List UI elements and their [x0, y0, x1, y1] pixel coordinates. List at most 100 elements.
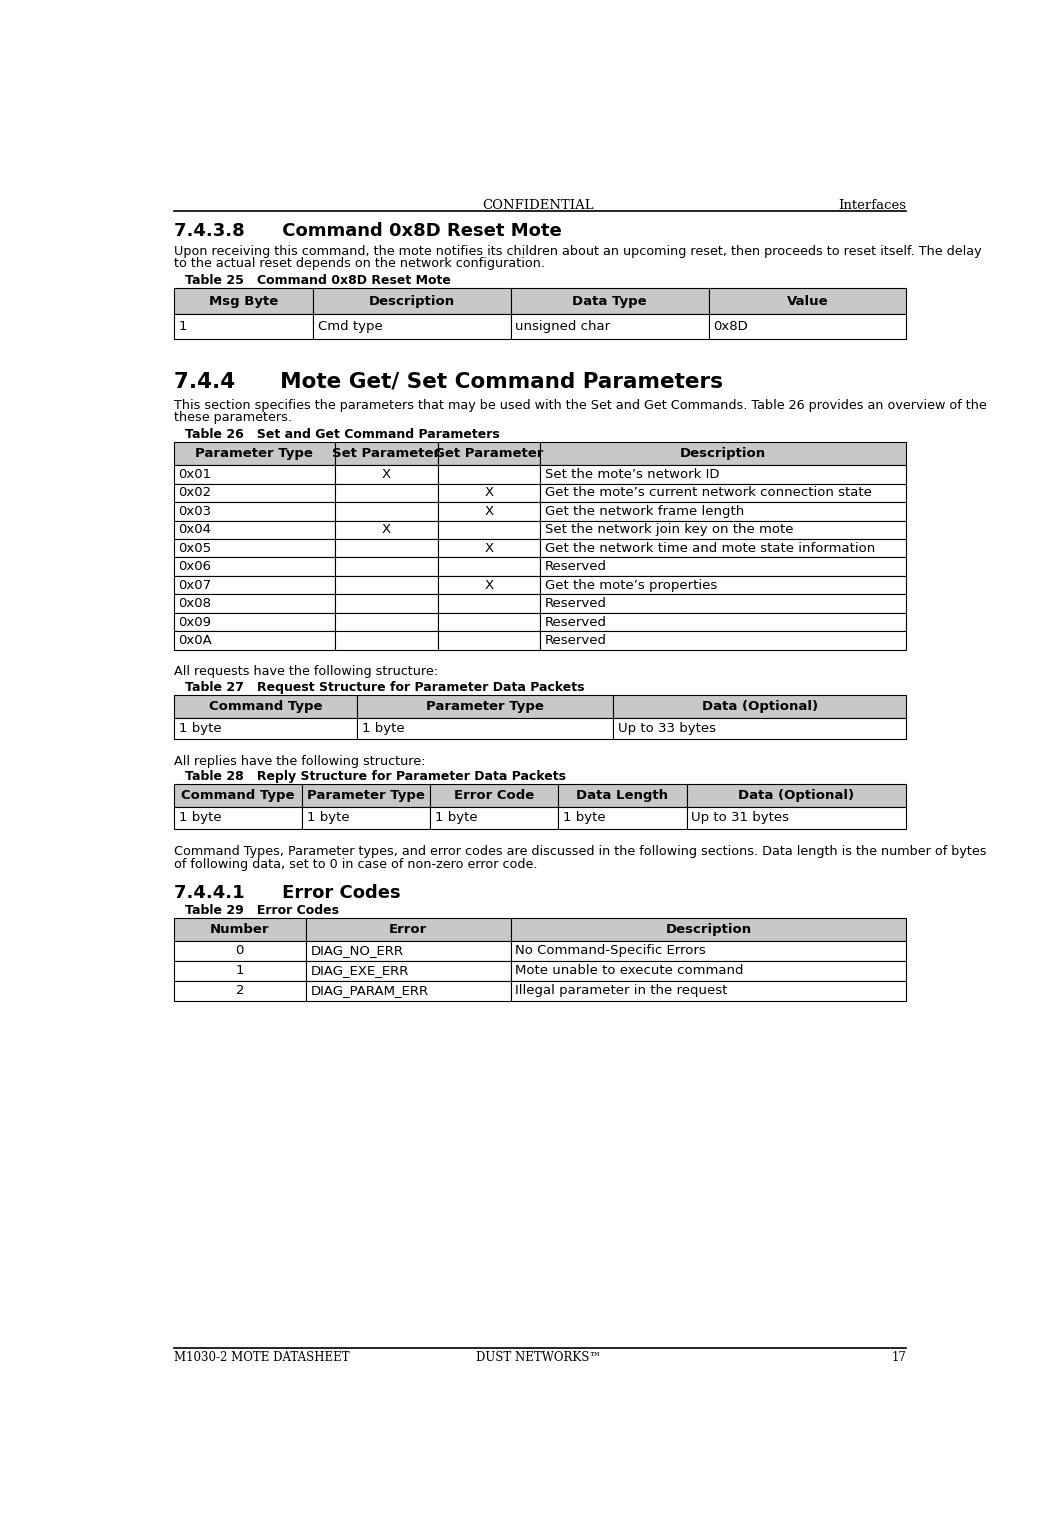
Bar	[438, 484, 540, 502]
Text: Upon receiving this command, the mote notifies its children about an upcoming re: Upon receiving this command, the mote no…	[174, 245, 982, 257]
Bar	[335, 594, 438, 613]
Bar	[306, 918, 510, 941]
Text: Command Type: Command Type	[182, 788, 295, 802]
Bar	[174, 484, 335, 502]
Bar	[335, 631, 438, 650]
Text: CONFIDENTIAL: CONFIDENTIAL	[482, 199, 594, 211]
Text: 0x08: 0x08	[178, 598, 211, 610]
Text: Reserved: Reserved	[545, 634, 607, 647]
Bar	[438, 465, 540, 484]
Bar	[687, 784, 906, 807]
Text: DIAG_NO_ERR: DIAG_NO_ERR	[311, 944, 403, 958]
Text: 2: 2	[235, 984, 244, 998]
Bar	[559, 807, 687, 829]
Text: X: X	[484, 505, 493, 517]
Text: 0x02: 0x02	[178, 487, 212, 499]
Bar	[540, 576, 906, 594]
Text: Description: Description	[666, 922, 752, 936]
Text: Data Type: Data Type	[572, 294, 647, 308]
Text: 0x06: 0x06	[178, 561, 211, 573]
Bar	[430, 807, 559, 829]
Text: Cmd type: Cmd type	[318, 320, 382, 333]
Bar	[687, 807, 906, 829]
Text: 17: 17	[891, 1352, 906, 1364]
Text: Interfaces: Interfaces	[838, 199, 906, 211]
Bar	[174, 695, 357, 718]
Bar	[335, 502, 438, 521]
Bar	[174, 613, 335, 631]
Bar	[174, 918, 306, 941]
Bar	[709, 314, 906, 339]
Text: Table 28   Reply Structure for Parameter Data Packets: Table 28 Reply Structure for Parameter D…	[185, 770, 566, 782]
Text: Description: Description	[680, 447, 766, 460]
Text: 0x8D: 0x8D	[713, 320, 748, 333]
Bar	[174, 465, 335, 484]
Bar	[174, 539, 335, 557]
Bar	[335, 576, 438, 594]
Bar	[174, 718, 357, 739]
Bar	[174, 594, 335, 613]
Text: Get the mote’s properties: Get the mote’s properties	[545, 579, 717, 591]
Text: 0x03: 0x03	[178, 505, 212, 517]
Bar	[540, 539, 906, 557]
Bar	[709, 288, 906, 314]
Text: Table 29   Error Codes: Table 29 Error Codes	[185, 904, 339, 916]
Text: Parameter Type: Parameter Type	[195, 447, 313, 460]
Bar	[510, 941, 906, 961]
Bar	[174, 314, 313, 339]
Bar	[302, 784, 430, 807]
Bar	[335, 521, 438, 539]
Bar	[335, 539, 438, 557]
Text: 0x09: 0x09	[178, 616, 211, 628]
Text: Command Types, Parameter types, and error codes are discussed in the following s: Command Types, Parameter types, and erro…	[174, 845, 986, 858]
Bar	[306, 941, 510, 961]
Bar	[540, 442, 906, 465]
Bar	[540, 557, 906, 576]
Bar	[510, 314, 709, 339]
Text: All requests have the following structure:: All requests have the following structur…	[174, 665, 438, 678]
Text: Number: Number	[210, 922, 270, 936]
Bar	[306, 961, 510, 981]
Text: 1 byte: 1 byte	[563, 812, 606, 824]
Text: X: X	[484, 487, 493, 499]
Text: Get the mote’s current network connection state: Get the mote’s current network connectio…	[545, 487, 872, 499]
Text: 1: 1	[235, 964, 244, 978]
Bar	[313, 288, 510, 314]
Text: 1 byte: 1 byte	[361, 722, 404, 735]
Bar	[438, 539, 540, 557]
Text: 7.4.3.8      Command 0x8D Reset Mote: 7.4.3.8 Command 0x8D Reset Mote	[174, 222, 562, 240]
Bar	[540, 502, 906, 521]
Text: to the actual reset depends on the network configuration.: to the actual reset depends on the netwo…	[174, 257, 545, 270]
Bar	[540, 631, 906, 650]
Text: Reserved: Reserved	[545, 598, 607, 610]
Text: No Command-Specific Errors: No Command-Specific Errors	[516, 944, 707, 958]
Bar	[438, 594, 540, 613]
Text: 0x05: 0x05	[178, 542, 212, 554]
Bar	[174, 981, 306, 1001]
Bar	[438, 502, 540, 521]
Bar	[438, 576, 540, 594]
Bar	[302, 807, 430, 829]
Text: Data (Optional): Data (Optional)	[738, 788, 855, 802]
Text: 1 byte: 1 byte	[178, 722, 222, 735]
Text: X: X	[484, 542, 493, 554]
Bar	[559, 784, 687, 807]
Text: 0x01: 0x01	[178, 468, 212, 480]
Text: 0x0A: 0x0A	[178, 634, 212, 647]
Bar	[174, 502, 335, 521]
Bar	[510, 288, 709, 314]
Bar	[174, 807, 302, 829]
Bar	[357, 718, 613, 739]
Text: Error: Error	[390, 922, 427, 936]
Bar	[540, 521, 906, 539]
Bar	[174, 288, 313, 314]
Text: these parameters.: these parameters.	[174, 411, 292, 424]
Text: DUST NETWORKS™: DUST NETWORKS™	[476, 1352, 601, 1364]
Bar	[540, 465, 906, 484]
Bar	[438, 613, 540, 631]
Text: Get Parameter: Get Parameter	[434, 447, 544, 460]
Text: 1 byte: 1 byte	[435, 812, 478, 824]
Bar	[438, 557, 540, 576]
Bar	[430, 784, 559, 807]
Text: Parameter Type: Parameter Type	[426, 699, 544, 713]
